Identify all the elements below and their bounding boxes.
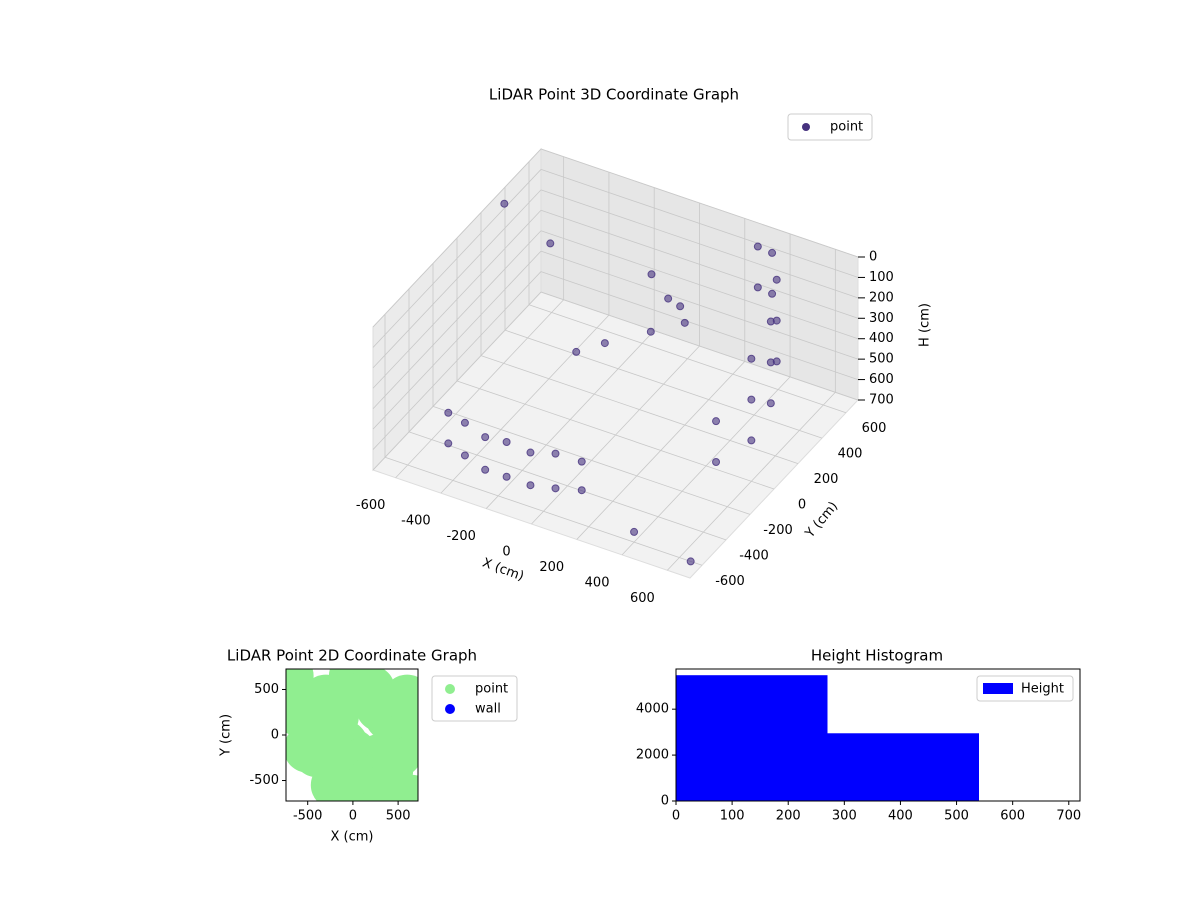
z-tick-label: 100 <box>869 270 894 285</box>
point <box>681 319 688 326</box>
x-tick-label: 400 <box>888 809 913 824</box>
x-tick-label: 700 <box>1056 809 1081 824</box>
legend-label: point <box>475 682 508 697</box>
x-tick-label: 400 <box>585 575 610 590</box>
x-tick-label: 500 <box>386 809 411 824</box>
point <box>461 419 468 426</box>
chart-title: LiDAR Point 2D Coordinate Graph <box>227 647 477 665</box>
z-tick-label: 500 <box>869 352 894 367</box>
y-tick-label: 400 <box>838 447 863 462</box>
point <box>578 487 585 494</box>
point <box>748 355 755 362</box>
point <box>754 284 761 291</box>
bar <box>828 733 980 801</box>
legend-marker <box>983 683 1013 694</box>
y-tick-label: -600 <box>715 574 745 589</box>
point <box>767 400 774 407</box>
y-tick-label: 4000 <box>636 702 669 717</box>
y-axis-label: Y (cm) <box>802 499 841 542</box>
point <box>501 200 508 207</box>
point <box>601 340 608 347</box>
x-tick-label: 600 <box>1000 809 1025 824</box>
legend-marker <box>445 684 455 694</box>
z-tick-label: 300 <box>869 311 894 326</box>
point <box>482 466 489 473</box>
y-tick-label: 500 <box>254 682 279 697</box>
point <box>383 675 431 723</box>
x-tick-label: 0 <box>502 545 510 560</box>
y-tick-label: 0 <box>271 728 279 743</box>
point <box>503 439 510 446</box>
point <box>713 459 720 466</box>
point <box>748 396 755 403</box>
point <box>748 437 755 444</box>
point <box>769 290 776 297</box>
point <box>547 240 554 247</box>
z-tick-label: 400 <box>869 331 894 346</box>
y-axis-label: Y (cm) <box>219 714 234 757</box>
point <box>527 482 534 489</box>
legend-label: Height <box>1021 682 1064 697</box>
point <box>461 452 468 459</box>
bar <box>676 675 828 801</box>
z-tick-label: 700 <box>869 393 894 408</box>
x-tick-label: 200 <box>539 560 564 575</box>
legend-marker <box>445 704 455 714</box>
z-tick-label: 200 <box>869 290 894 305</box>
x-tick-label: 100 <box>720 809 745 824</box>
x-tick-label: 200 <box>776 809 801 824</box>
y-tick-label: -400 <box>739 548 769 563</box>
x-tick-label: -200 <box>446 529 476 544</box>
legend-marker <box>802 123 810 131</box>
x-tick-label: 0 <box>672 809 680 824</box>
x-tick-label: 300 <box>832 809 857 824</box>
x-tick-label: -600 <box>356 498 386 513</box>
point <box>773 358 780 365</box>
y-tick-label: 2000 <box>636 748 669 763</box>
legend-label: wall <box>475 702 501 717</box>
x-axis-label: X (cm) <box>480 556 526 585</box>
y-tick-label: 0 <box>798 498 806 513</box>
y-tick-label: 200 <box>814 472 839 487</box>
point <box>687 558 694 565</box>
x-tick-label: -500 <box>293 809 323 824</box>
point <box>578 458 585 465</box>
z-axis-label: H (cm) <box>918 303 933 347</box>
chart-title: Height Histogram <box>811 647 943 665</box>
z-tick-label: 0 <box>869 250 877 265</box>
point <box>573 348 580 355</box>
point <box>713 418 720 425</box>
point <box>552 485 559 492</box>
x-tick-label: 0 <box>349 809 357 824</box>
legend-label: point <box>830 120 863 135</box>
point <box>445 409 452 416</box>
point <box>482 434 489 441</box>
point <box>311 693 359 741</box>
y-tick-label: -200 <box>763 523 793 538</box>
y-tick-label: -500 <box>249 773 279 788</box>
y-tick-label: 0 <box>661 794 669 809</box>
x-tick-label: -400 <box>401 514 431 529</box>
y-tick-label: 600 <box>862 421 887 436</box>
z-tick-label: 600 <box>869 372 894 387</box>
point <box>552 450 559 457</box>
point <box>677 303 684 310</box>
point <box>527 449 534 456</box>
chart-title: LiDAR Point 3D Coordinate Graph <box>489 86 739 104</box>
x-tick-label: 600 <box>630 591 655 606</box>
point <box>769 249 776 256</box>
point <box>648 271 655 278</box>
point <box>631 528 638 535</box>
plot-area <box>266 652 436 823</box>
x-tick-label: 500 <box>944 809 969 824</box>
point <box>503 473 510 480</box>
point <box>647 328 654 335</box>
point <box>754 243 761 250</box>
point <box>445 440 452 447</box>
point <box>773 276 780 283</box>
point <box>773 317 780 324</box>
point <box>665 295 672 302</box>
x-axis-label: X (cm) <box>331 830 374 845</box>
